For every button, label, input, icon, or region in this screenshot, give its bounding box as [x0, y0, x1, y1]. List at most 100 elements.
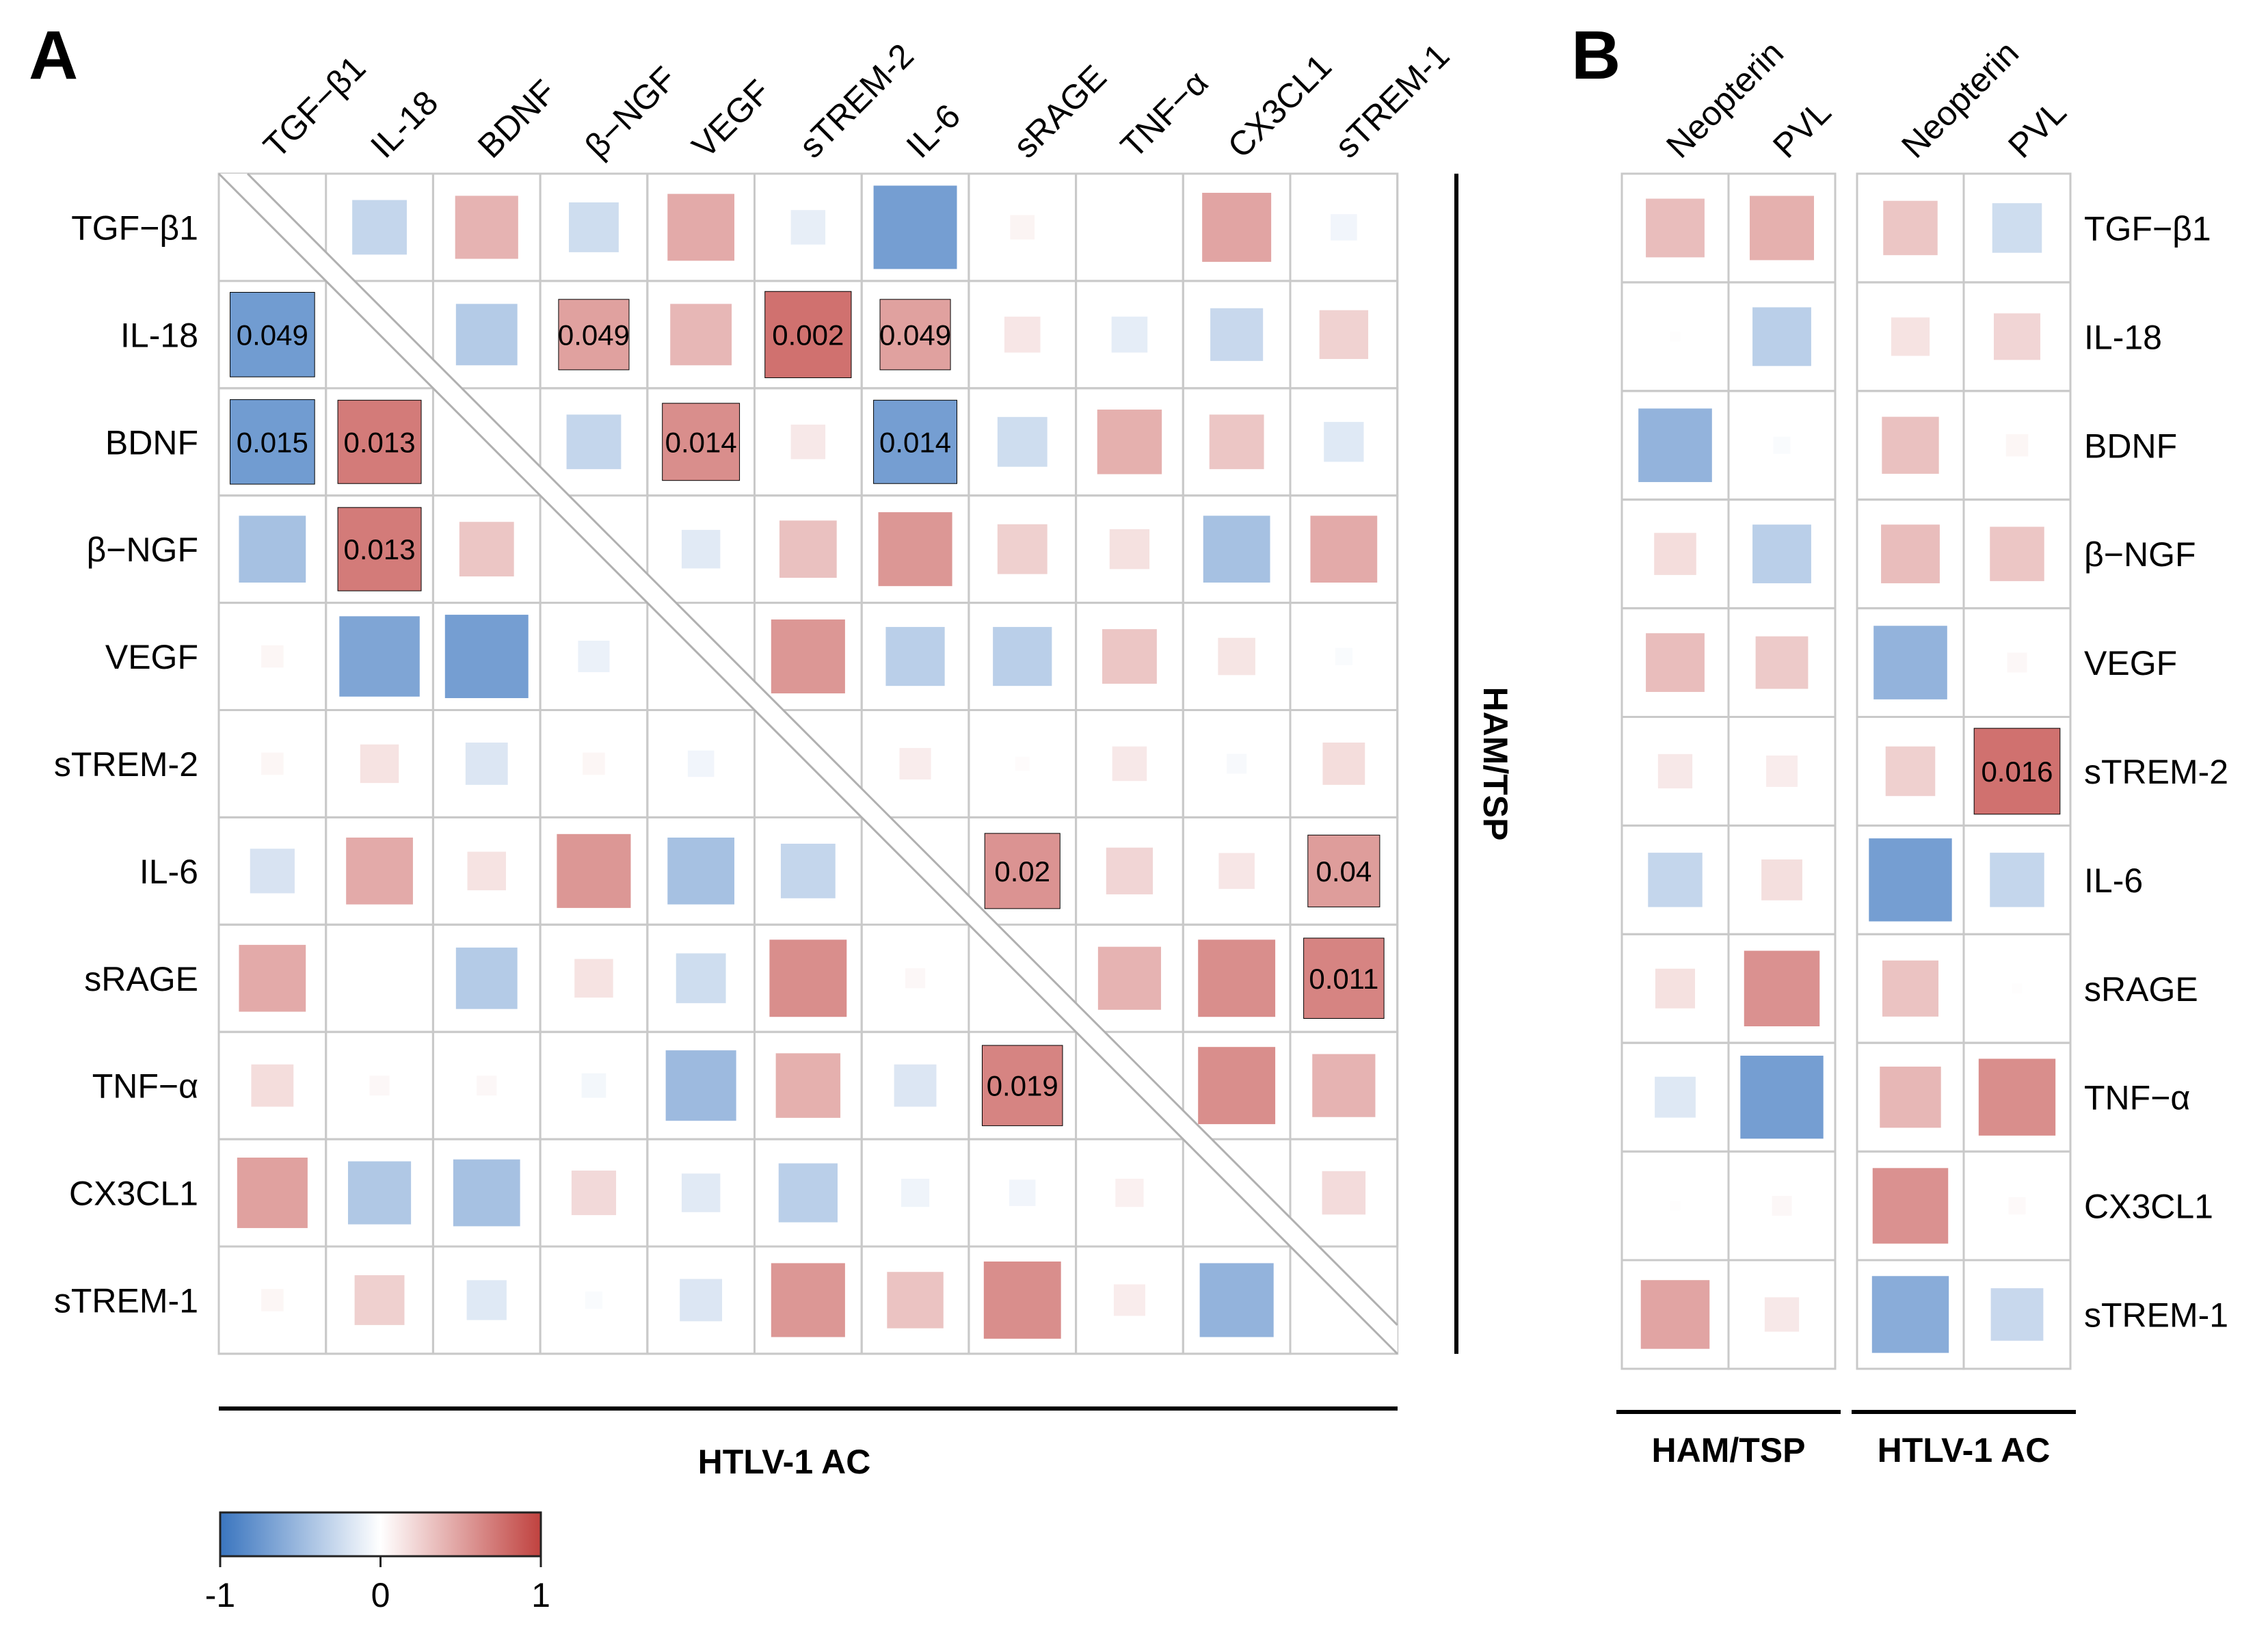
corr-square [1106, 847, 1153, 895]
significant-cell-border [1303, 937, 1385, 1019]
significant-cell-border [982, 1045, 1063, 1126]
corr-square [662, 403, 740, 481]
corr-square [1882, 416, 1939, 474]
corr-square [1992, 203, 2042, 253]
corr-square [261, 1289, 284, 1311]
corr-square [1881, 524, 1940, 584]
corr-square [1646, 198, 1705, 258]
p-value-label: 0.049 [558, 319, 630, 351]
p-value-label: 0.014 [879, 426, 951, 458]
significant-cell-border [1307, 834, 1380, 907]
corr-square [667, 837, 735, 905]
corr-square [585, 1291, 603, 1309]
corr-square [1655, 1076, 1696, 1118]
corr-square [346, 837, 413, 905]
corr-square [1761, 859, 1802, 900]
panel-a-grid [217, 172, 1399, 1355]
corr-square [2008, 1197, 2026, 1215]
corr-square [1766, 756, 1798, 787]
p-value-label: 0.016 [1981, 756, 2053, 788]
corr-square [1990, 526, 2044, 581]
b-row-header-bdnf: BDNF [2084, 427, 2177, 465]
corr-square [1307, 835, 1380, 907]
corr-square [1322, 743, 1365, 785]
row-header-bdnf: BDNF [105, 423, 198, 462]
p-value-label: 0.014 [665, 426, 737, 458]
corr-square [557, 833, 631, 908]
significant-cell-border [662, 403, 741, 481]
corr-square [1755, 636, 1809, 689]
panel-a-label: A [29, 17, 78, 94]
corr-square [771, 619, 845, 694]
colorbar-tick-label: 0 [371, 1576, 390, 1614]
corr-square [997, 524, 1048, 574]
row-header-srage: sRAGE [84, 960, 198, 998]
corr-square [670, 304, 732, 366]
row-header-ngf: β−NGF [86, 531, 198, 569]
corr-square [780, 843, 836, 898]
row-header-tgf-1: TGF−β1 [71, 209, 198, 247]
corr-square [1324, 422, 1364, 462]
corr-square [1869, 838, 1952, 922]
panel-b-cells: 0.016 [1638, 196, 2061, 1353]
corr-square [1764, 1297, 1800, 1332]
group-label-htlv-1-ac: HTLV-1 AC [1878, 1431, 2051, 1469]
significant-cell-border [1973, 728, 2061, 815]
corr-square [775, 1053, 841, 1118]
corr-square [790, 210, 826, 245]
corr-square [1097, 410, 1162, 475]
corr-square [1670, 332, 1681, 342]
corr-square [899, 747, 931, 779]
b-row-header-il-18: IL-18 [2084, 318, 2162, 356]
corr-square [477, 1076, 497, 1096]
row-header-strem-2: sTREM-2 [54, 745, 198, 784]
b-row-header-strem-1: sTREM-1 [2084, 1296, 2228, 1334]
significant-cell-border [879, 299, 951, 371]
corr-square [338, 400, 422, 484]
panel-b-group-labels: HAM/TSP HTLV-1 AC [1616, 1410, 2076, 1469]
corr-square [1871, 1276, 1949, 1353]
corr-square [1198, 1047, 1276, 1125]
corr-square [1882, 960, 1939, 1017]
corr-square [578, 641, 610, 673]
corr-square [239, 516, 306, 583]
b-row-header-vegf: VEGF [2084, 644, 2177, 682]
row-header-vegf: VEGF [105, 638, 198, 676]
corr-square [667, 194, 735, 261]
corr-square [982, 1045, 1063, 1126]
corr-square [261, 645, 284, 668]
corr-square [237, 1158, 308, 1229]
corr-square [1883, 200, 1938, 256]
corr-square [1646, 633, 1705, 692]
corr-square [983, 1262, 1061, 1339]
corr-square [569, 202, 619, 252]
corr-square [885, 626, 945, 686]
colorbar-tick-label: 1 [531, 1576, 550, 1614]
corr-square [338, 507, 422, 591]
corr-square [444, 615, 529, 699]
corr-square [455, 196, 518, 259]
corr-square [360, 744, 399, 784]
corr-square [571, 1170, 617, 1216]
corr-square [900, 1178, 930, 1208]
corr-square [681, 1173, 721, 1212]
p-value-label: 0.049 [879, 319, 951, 351]
corr-square [1218, 637, 1255, 676]
corr-square [459, 522, 514, 577]
significant-cell-border [337, 399, 422, 484]
row-header-cx3cl1: CX3CL1 [69, 1175, 198, 1213]
corr-square [1752, 524, 1811, 584]
corr-square [1335, 648, 1352, 665]
p-value-label: 0.011 [1309, 963, 1378, 995]
corr-square [1109, 529, 1150, 570]
corr-square [1749, 196, 1815, 261]
corr-square [467, 851, 506, 891]
corr-square [1740, 1055, 1824, 1139]
row-header-tnf: TNF−α [92, 1067, 198, 1106]
corr-square [1655, 968, 1696, 1009]
corr-square [1218, 853, 1255, 890]
corr-square [1640, 1280, 1710, 1349]
p-value-label: 0.04 [1316, 855, 1372, 888]
corr-square [790, 425, 826, 459]
